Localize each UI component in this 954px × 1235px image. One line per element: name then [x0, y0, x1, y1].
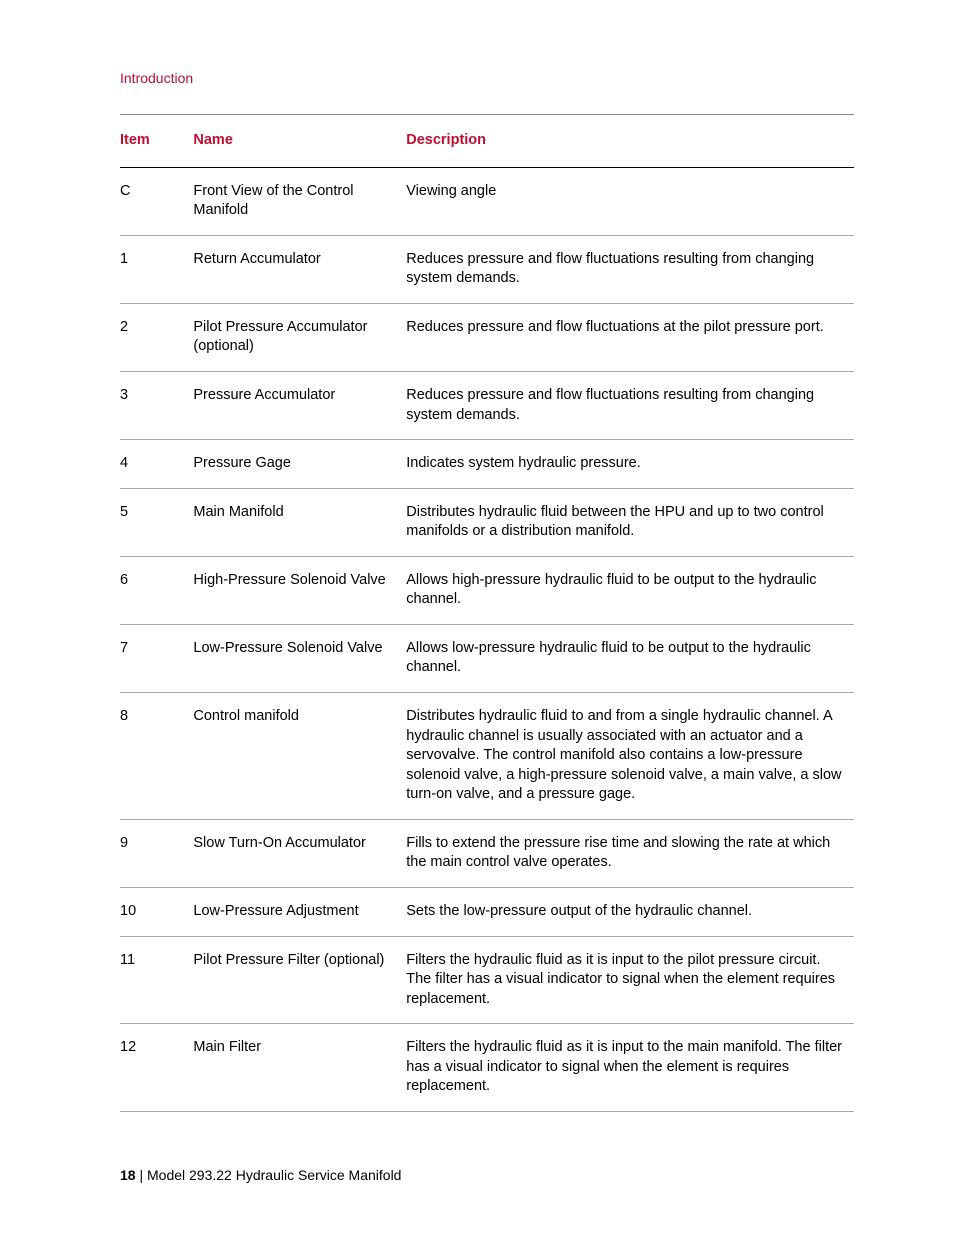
table-row: 5Main ManifoldDistributes hydraulic flui… — [120, 488, 854, 556]
cell-item: 4 — [120, 440, 193, 489]
table-row: 10Low-Pressure AdjustmentSets the low-pr… — [120, 887, 854, 936]
cell-description: Allows high-pressure hydraulic fluid to … — [406, 556, 854, 624]
cell-item: 1 — [120, 235, 193, 303]
doc-title: Model 293.22 Hydraulic Service Manifold — [147, 1167, 401, 1183]
cell-item: 8 — [120, 693, 193, 820]
cell-description: Reduces pressure and flow fluctuations a… — [406, 303, 854, 371]
cell-name: Main Filter — [193, 1024, 406, 1112]
table-row: 11Pilot Pressure Filter (optional)Filter… — [120, 936, 854, 1024]
components-table: Item Name Description CFront View of the… — [120, 114, 854, 1112]
cell-description: Reduces pressure and flow fluctuations r… — [406, 235, 854, 303]
cell-item: 2 — [120, 303, 193, 371]
cell-description: Filters the hydraulic fluid as it is inp… — [406, 1024, 854, 1112]
table-row: 7Low-Pressure Solenoid ValveAllows low-p… — [120, 624, 854, 692]
cell-description: Filters the hydraulic fluid as it is inp… — [406, 936, 854, 1024]
table-row: 9Slow Turn-On AccumulatorFills to extend… — [120, 819, 854, 887]
col-header-item: Item — [120, 115, 193, 168]
cell-name: Return Accumulator — [193, 235, 406, 303]
cell-name: Pilot Pressure Filter (optional) — [193, 936, 406, 1024]
cell-item: 9 — [120, 819, 193, 887]
cell-name: Pilot Pressure Accumulator (optional) — [193, 303, 406, 371]
cell-name: Front View of the Control Manifold — [193, 167, 406, 235]
table-row: 4Pressure GageIndicates system hydraulic… — [120, 440, 854, 489]
cell-name: Slow Turn-On Accumulator — [193, 819, 406, 887]
cell-description: Distributes hydraulic fluid between the … — [406, 488, 854, 556]
col-header-name: Name — [193, 115, 406, 168]
cell-name: Control manifold — [193, 693, 406, 820]
footer-separator: | — [136, 1167, 147, 1183]
table-row: 6High-Pressure Solenoid ValveAllows high… — [120, 556, 854, 624]
cell-description: Distributes hydraulic fluid to and from … — [406, 693, 854, 820]
cell-description: Fills to extend the pressure rise time a… — [406, 819, 854, 887]
table-row: 12Main FilterFilters the hydraulic fluid… — [120, 1024, 854, 1112]
cell-description: Sets the low-pressure output of the hydr… — [406, 887, 854, 936]
table-body: CFront View of the Control ManifoldViewi… — [120, 167, 854, 1111]
table-row: 3Pressure AccumulatorReduces pressure an… — [120, 371, 854, 439]
cell-description: Viewing angle — [406, 167, 854, 235]
cell-item: 10 — [120, 887, 193, 936]
cell-name: Low-Pressure Solenoid Valve — [193, 624, 406, 692]
cell-name: Low-Pressure Adjustment — [193, 887, 406, 936]
cell-name: Pressure Gage — [193, 440, 406, 489]
cell-item: 7 — [120, 624, 193, 692]
section-title: Introduction — [120, 70, 854, 86]
cell-description: Reduces pressure and flow fluctuations r… — [406, 371, 854, 439]
table-row: 2Pilot Pressure Accumulator (optional)Re… — [120, 303, 854, 371]
cell-item: 11 — [120, 936, 193, 1024]
cell-item: 6 — [120, 556, 193, 624]
table-row: CFront View of the Control ManifoldViewi… — [120, 167, 854, 235]
page-footer: 18 | Model 293.22 Hydraulic Service Mani… — [120, 1167, 401, 1183]
cell-name: Main Manifold — [193, 488, 406, 556]
cell-name: Pressure Accumulator — [193, 371, 406, 439]
page-number: 18 — [120, 1167, 136, 1183]
cell-item: 12 — [120, 1024, 193, 1112]
cell-description: Indicates system hydraulic pressure. — [406, 440, 854, 489]
cell-item: 5 — [120, 488, 193, 556]
cell-description: Allows low-pressure hydraulic fluid to b… — [406, 624, 854, 692]
col-header-description: Description — [406, 115, 854, 168]
cell-name: High-Pressure Solenoid Valve — [193, 556, 406, 624]
cell-item: C — [120, 167, 193, 235]
table-header-row: Item Name Description — [120, 115, 854, 168]
table-row: 8Control manifoldDistributes hydraulic f… — [120, 693, 854, 820]
cell-item: 3 — [120, 371, 193, 439]
table-row: 1Return AccumulatorReduces pressure and … — [120, 235, 854, 303]
